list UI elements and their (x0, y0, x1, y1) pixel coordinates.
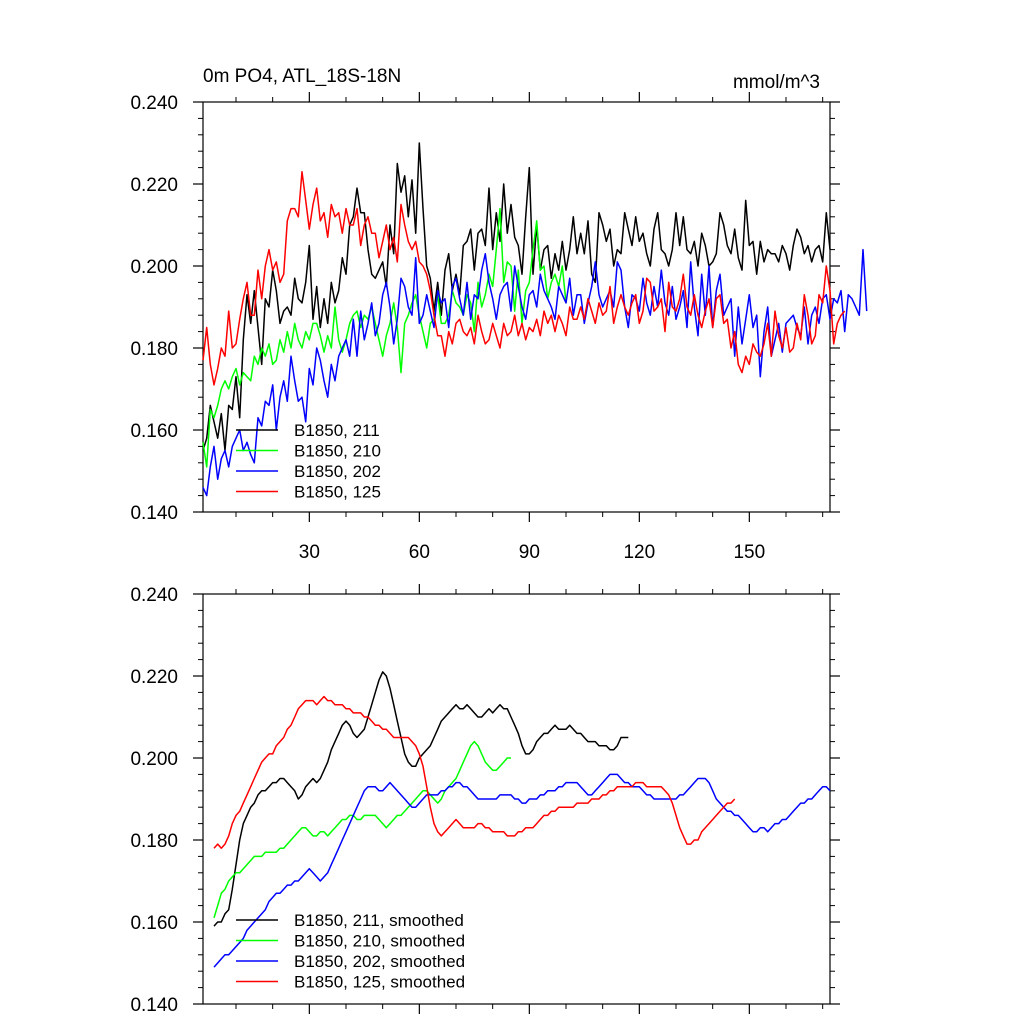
series-line (202, 207, 567, 468)
legend-label: B1850, 211 (294, 421, 380, 440)
series-line (202, 170, 846, 386)
y-tick-label: 0.200 (130, 749, 178, 770)
bottom-panel: 0.140 0.160 0.180 0.200 0.220 0.240 B1850, 211… (130, 584, 840, 1016)
series-line (213, 671, 629, 927)
y-tick-label: 0.240 (130, 93, 178, 114)
y-tick-label: 0.160 (130, 421, 178, 442)
plot-frame (202, 101, 831, 513)
y-tick-label: 0.160 (130, 913, 178, 934)
y-tick-label: 0.180 (130, 831, 178, 852)
x-tick-label: 30 (299, 542, 320, 563)
x-tick-label: 90 (519, 542, 540, 563)
plot-frame (202, 593, 831, 1005)
legend-label: B1850, 210, smoothed (294, 932, 465, 951)
y-tick-label: 0.180 (130, 339, 178, 360)
series-line (213, 695, 736, 849)
y-tick-label: 0.240 (130, 585, 178, 606)
x-tick-label: 60 (409, 542, 430, 563)
x-tick-label: 150 (733, 542, 765, 563)
legend-label: B1850, 125 (294, 483, 381, 502)
legend-label: B1850, 202 (294, 462, 381, 481)
legend-label: B1850, 202, smoothed (294, 952, 465, 971)
series-line (202, 248, 868, 497)
y-tick-label: 0.140 (130, 995, 178, 1016)
series-line (202, 142, 831, 452)
series-line (213, 740, 511, 919)
legend-label: B1850, 210 (294, 442, 381, 461)
series-line (213, 773, 831, 968)
y-tick-label: 0.220 (130, 667, 178, 688)
x-tick-label: 120 (623, 542, 655, 563)
unit-label: mmol/m^3 (733, 72, 820, 93)
y-tick-label: 0.200 (130, 257, 178, 278)
y-tick-label: 0.140 (130, 503, 178, 524)
chart-title: 0m PO4, ATL_18S-18N (203, 66, 401, 87)
legend-label: B1850, 211, smoothed (294, 911, 464, 930)
legend-label: B1850, 125, smoothed (294, 973, 465, 992)
y-tick-label: 0.220 (130, 175, 178, 196)
top-panel: 30 60 90 120 150 0.140 0.160 0.180 0.200 0.220 0.2… (130, 66, 868, 563)
